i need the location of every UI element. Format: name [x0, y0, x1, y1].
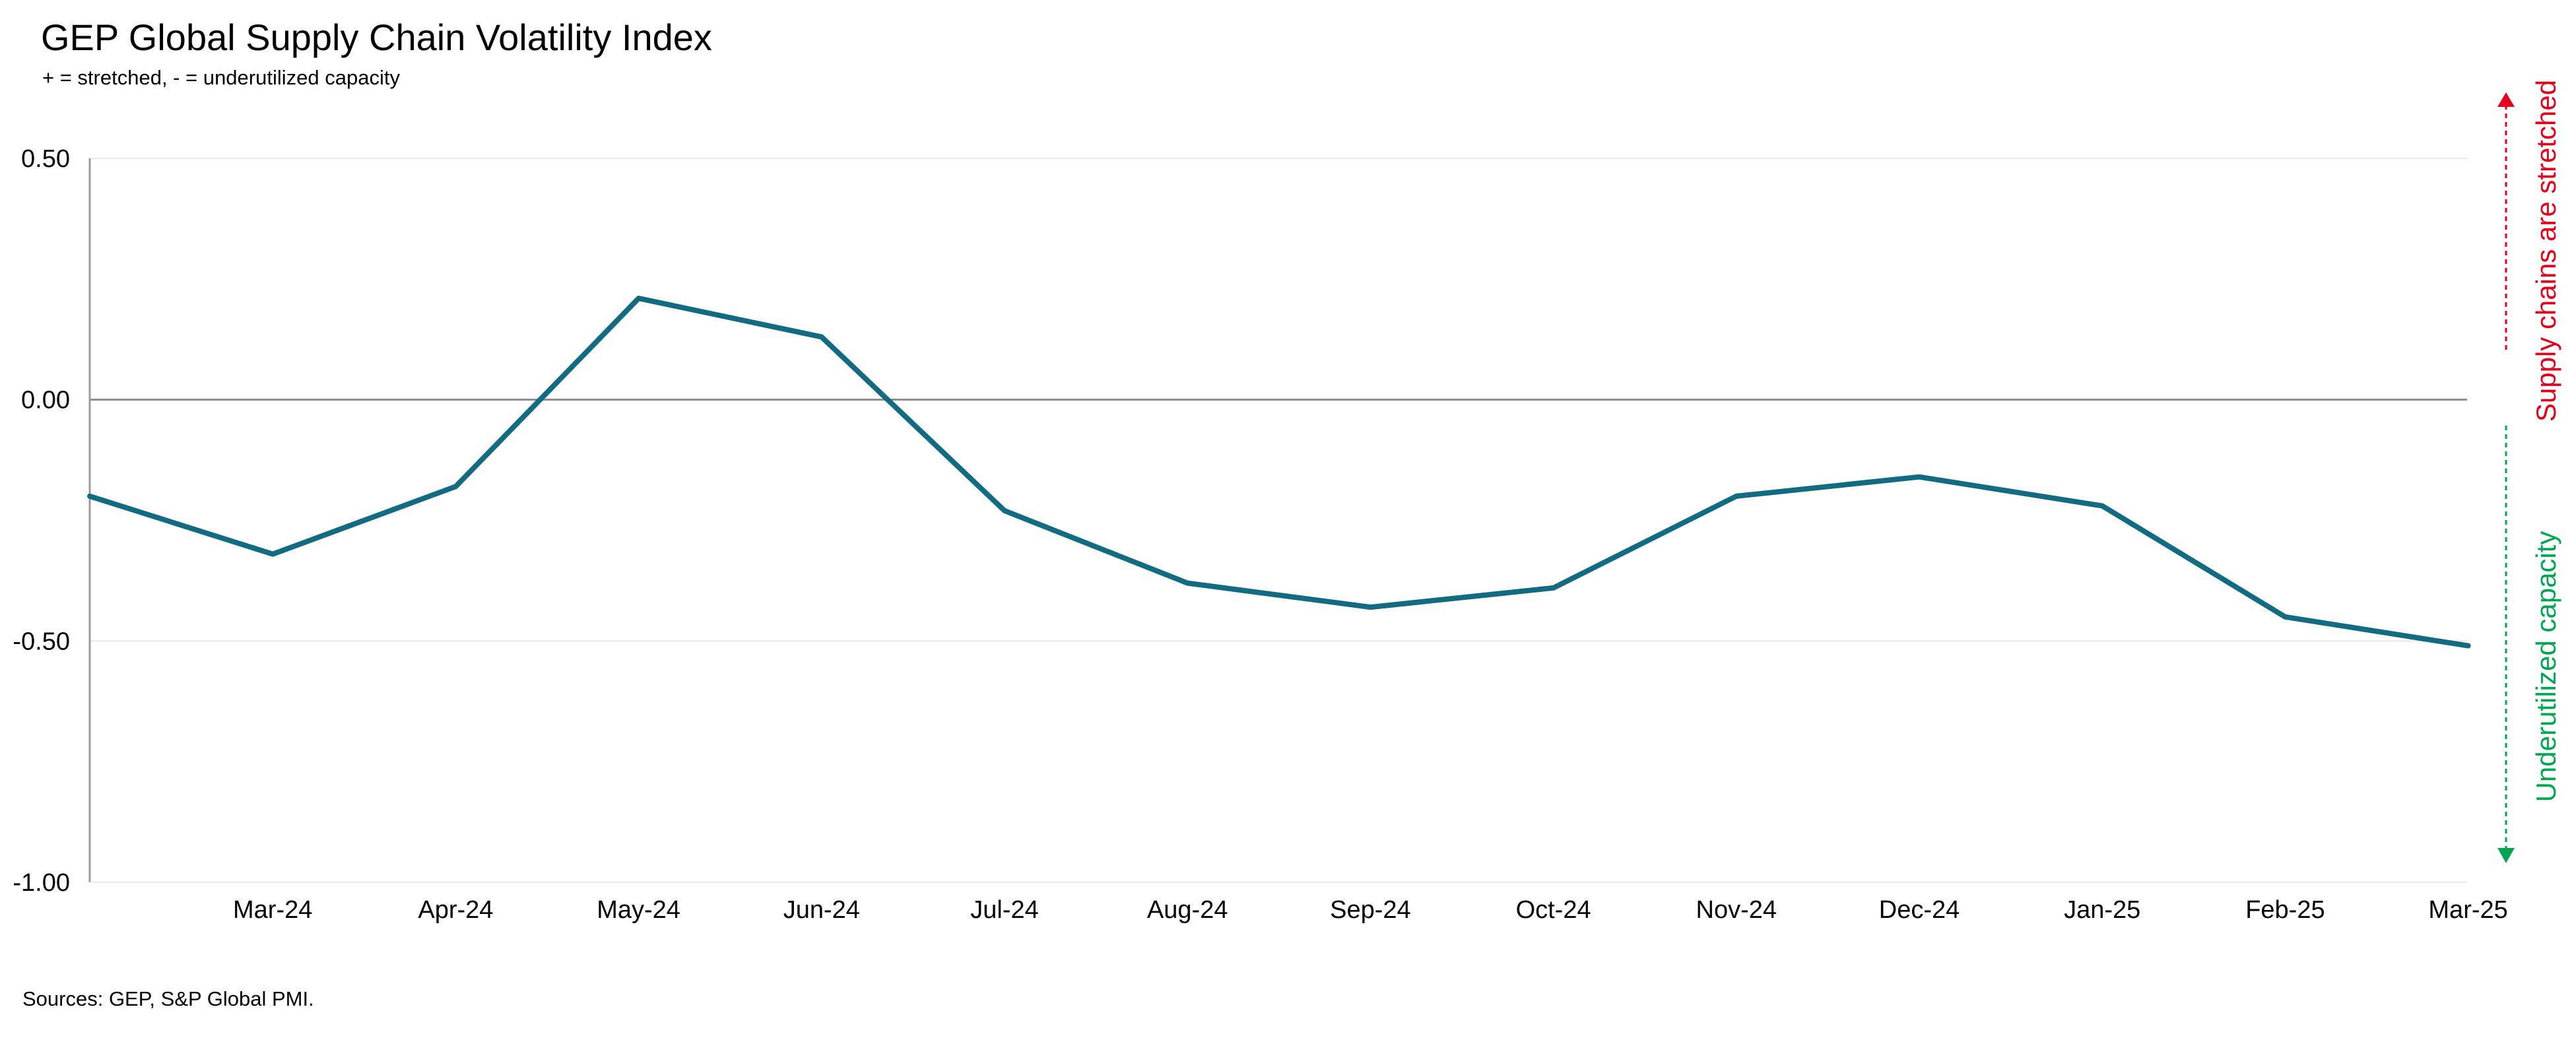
- x-tick-label: Dec-24: [1879, 896, 1960, 924]
- source-note: Sources: GEP, S&P Global PMI.: [22, 987, 314, 1010]
- x-tick-label: Jun-24: [783, 896, 860, 924]
- series-group: [87, 296, 2471, 649]
- y-tick-label: 0.50: [21, 145, 70, 173]
- series-line: [87, 296, 2471, 649]
- x-tick-label: Nov-24: [1696, 896, 1777, 924]
- x-tick-label: Aug-24: [1147, 896, 1228, 924]
- lower-annotation: Underutilized capacity: [2530, 531, 2561, 802]
- upper-annotation: Supply chains are stretched: [2530, 80, 2561, 422]
- x-tick-label: Feb-25: [2245, 896, 2325, 924]
- x-tick-labels: Mar-24 Apr-24 May-24 Jun-24 Jul-24 Aug-24 Sep-…: [233, 896, 2508, 924]
- y-tick-labels: 0.50 0.00 -0.50 -1.00: [13, 145, 70, 897]
- upper-arrow-head: [2497, 92, 2515, 107]
- y-tick-label: 0.00: [21, 387, 70, 414]
- y-tick-label: -1.00: [13, 869, 70, 897]
- y-tick-label: -0.50: [13, 628, 70, 655]
- x-tick-label: Sep-24: [1330, 896, 1411, 924]
- x-tick-label: Mar-25: [2428, 896, 2507, 924]
- axes: [88, 158, 2467, 883]
- chart-subtitle: + = stretched, - = underutilized capacit…: [42, 66, 400, 89]
- lower-arrow-head: [2497, 848, 2515, 863]
- x-tick-label: Mar-24: [233, 896, 312, 924]
- x-tick-label: May-24: [597, 896, 680, 924]
- x-tick-label: Jan-25: [2064, 896, 2140, 924]
- chart-title: GEP Global Supply Chain Volatility Index: [41, 16, 712, 58]
- x-tick-label: Jul-24: [970, 896, 1039, 924]
- grid-lines: [90, 158, 2467, 883]
- side-annotations: Supply chains are stretched Underutilize…: [2497, 80, 2561, 863]
- x-tick-label: Oct-24: [1516, 896, 1591, 924]
- x-tick-label: Apr-24: [418, 896, 493, 924]
